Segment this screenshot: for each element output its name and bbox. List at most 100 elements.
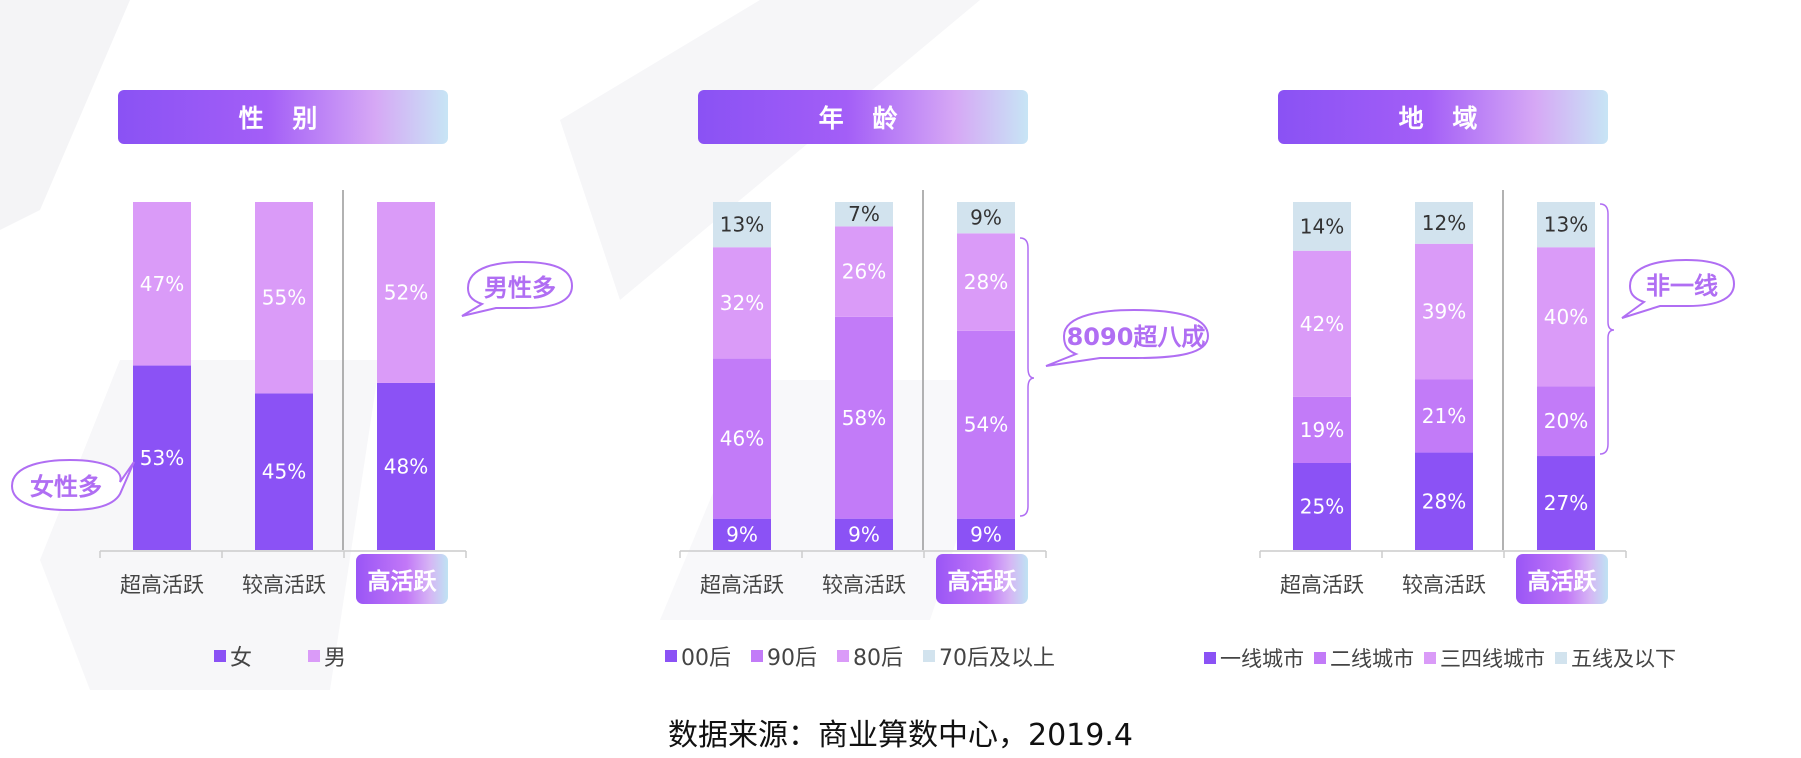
x-tick-label: 较高活跃 <box>242 573 326 597</box>
chart-legend: 00后 90后 80后 70后及以上 <box>580 640 1140 672</box>
bar-segment <box>133 202 191 366</box>
bar-segment <box>377 382 435 550</box>
bar-segment <box>713 358 771 519</box>
highlight-category-label: 高活跃 <box>356 554 448 604</box>
x-tick-label: 较高活跃 <box>822 573 906 597</box>
legend-swatch <box>837 650 849 662</box>
bar-segment <box>957 518 1015 550</box>
data-label: 14% <box>1300 214 1344 238</box>
data-label: 9% <box>970 206 1002 230</box>
x-tick-label: 较高活跃 <box>1402 573 1486 597</box>
legend-label: 三四线城市 <box>1440 647 1545 671</box>
data-label: 9% <box>970 522 1002 546</box>
data-label: 9% <box>726 522 758 546</box>
data-label: 19% <box>1300 418 1344 442</box>
legend-label: 70后及以上 <box>939 646 1055 671</box>
legend-swatch <box>213 650 226 662</box>
callout-shape <box>1621 258 1736 319</box>
callout-shape <box>1045 308 1210 367</box>
x-tick-label: 超高活跃 <box>120 573 204 597</box>
data-label: 21% <box>1422 404 1466 428</box>
legend-swatch <box>1204 652 1216 664</box>
legend-item: 90后 <box>751 640 817 672</box>
data-label: 25% <box>1300 495 1344 519</box>
legend-item: 女 <box>213 640 252 672</box>
data-label: 45% <box>262 460 306 484</box>
bar-segment <box>1293 396 1351 463</box>
bar-segment <box>835 226 893 317</box>
legend-swatch <box>1424 652 1436 664</box>
legend-swatch <box>751 650 763 662</box>
bar-segment <box>1537 386 1595 457</box>
data-label: 48% <box>384 454 428 478</box>
data-label: 13% <box>1544 213 1588 237</box>
data-label: 53% <box>140 446 184 470</box>
bar-segment <box>713 518 771 550</box>
callout-shape <box>461 260 574 317</box>
data-label: 28% <box>964 270 1008 294</box>
data-label: 7% <box>848 202 880 226</box>
bar-segment <box>713 202 771 248</box>
bar-segment <box>1293 250 1351 397</box>
data-label: 26% <box>842 260 886 284</box>
bar-segment <box>133 365 191 550</box>
legend-item: 70后及以上 <box>923 640 1055 672</box>
gender-chart: 53% 47% 超高活跃 45% 55% 较高活跃 48% 52% <box>99 190 467 597</box>
data-label: 39% <box>1422 300 1466 324</box>
chart-title: 地 域 <box>1278 90 1608 144</box>
age-chart: 9% 46% 32% 13% 超高活跃 9% 58% 26% 7% 较高活跃 9% 54% 28% 9% <box>679 190 1047 597</box>
legend-label: 00后 <box>681 646 731 671</box>
bar-segment <box>255 393 313 550</box>
bracket <box>1599 203 1615 455</box>
bar-segment <box>835 316 893 519</box>
legend-item: 男 <box>308 640 346 672</box>
data-label: 58% <box>842 406 886 430</box>
data-label: 52% <box>384 280 428 304</box>
data-label: 32% <box>720 291 764 315</box>
data-label: 9% <box>848 522 880 546</box>
chart-title: 年 龄 <box>698 90 1028 144</box>
bar-segment <box>1415 243 1473 380</box>
bar-segment <box>835 202 893 227</box>
bar-segment <box>957 233 1015 331</box>
legend-label: 男 <box>324 646 347 671</box>
legend-swatch <box>308 650 320 662</box>
bar-segment <box>1293 202 1351 251</box>
data-label: 46% <box>720 427 764 451</box>
legend-item: 三四线城市 <box>1424 643 1545 673</box>
legend-swatch <box>1555 652 1567 664</box>
callout-text: 男性多 <box>484 273 556 302</box>
gender-chart-panel: 性 别 53% 47% 超高活跃 45% 55% 较高活跃 48% 52% 高活跃 女 男 女… <box>0 0 574 700</box>
bar-segment <box>835 518 893 550</box>
data-label: 55% <box>262 286 306 310</box>
chart-title: 性 别 <box>118 90 448 144</box>
age-chart-panel: 年 龄 9% 46% 32% 13% 超高活跃 9% 58% 26% 7% 较高活跃 9% 54% 28… <box>580 0 1210 700</box>
data-label: 20% <box>1544 409 1588 433</box>
legend-label: 90后 <box>767 646 817 671</box>
legend-label: 女 <box>229 646 252 671</box>
bar-segment <box>1415 452 1473 550</box>
highlight-category-label: 高活跃 <box>936 554 1028 604</box>
bar-segment <box>1415 379 1473 453</box>
bar-segment <box>1537 456 1595 550</box>
legend-label: 80后 <box>853 646 903 671</box>
chart-legend: 一线城市 二线城市 三四线城市 五线及以下 <box>1160 643 1720 673</box>
bar-segment <box>377 202 435 383</box>
data-label: 40% <box>1544 305 1588 329</box>
legend-swatch <box>665 650 677 662</box>
callout-text: 女性多 <box>30 472 102 501</box>
x-tick-label: 超高活跃 <box>700 573 784 597</box>
legend-item: 二线城市 <box>1314 643 1414 673</box>
bar-segment <box>1537 202 1595 248</box>
callout-shape <box>10 458 135 512</box>
legend-label: 五线及以下 <box>1571 647 1676 671</box>
legend-item: 80后 <box>837 640 903 672</box>
chart-legend: 女 男 <box>0 640 560 672</box>
data-label: 47% <box>140 272 184 296</box>
legend-label: 二线城市 <box>1330 647 1414 671</box>
legend-item: 00后 <box>665 640 731 672</box>
source-note: 数据来源：商业算数中心，2019.4 <box>668 718 1133 753</box>
legend-swatch <box>923 650 935 662</box>
data-label: 12% <box>1422 211 1466 235</box>
data-label: 27% <box>1544 491 1588 515</box>
